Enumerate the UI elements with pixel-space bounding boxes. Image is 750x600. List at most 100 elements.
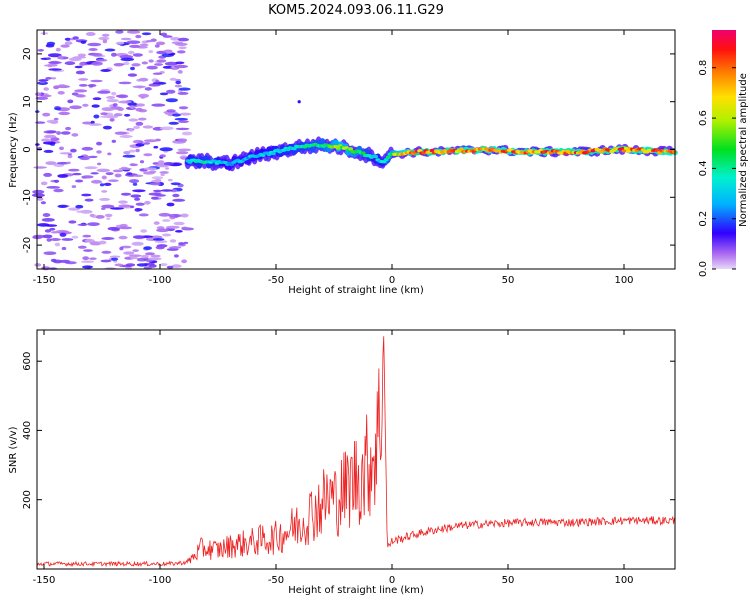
noise-blob xyxy=(132,53,143,57)
noise-blob xyxy=(102,125,112,130)
noise-blob xyxy=(60,44,70,48)
noise-blob xyxy=(142,171,155,175)
noise-blob xyxy=(129,256,139,260)
signal-core xyxy=(626,149,631,153)
noise-blob xyxy=(133,125,141,129)
noise-blob xyxy=(65,161,71,164)
noise-blob xyxy=(88,155,98,159)
noise-blob xyxy=(135,143,145,147)
noise-blob xyxy=(49,238,61,241)
noise-blob xyxy=(163,162,174,166)
noise-blob xyxy=(159,147,173,152)
noise-blob xyxy=(168,213,182,218)
noise-blob xyxy=(114,173,122,178)
x-tick-label: 0 xyxy=(389,275,395,286)
signal-body xyxy=(310,145,316,153)
noise-blob xyxy=(145,252,155,256)
noise-blob xyxy=(177,70,183,74)
noise-blob xyxy=(85,32,96,36)
noise-blob xyxy=(174,84,182,88)
noise-blob xyxy=(101,33,110,37)
signal-core xyxy=(671,150,677,154)
noise-blob xyxy=(170,182,181,186)
noise-blob xyxy=(96,141,103,146)
noise-blob xyxy=(37,49,44,52)
x-tick-label: -150 xyxy=(33,275,56,286)
noise-blob xyxy=(81,260,95,264)
noise-blob xyxy=(100,69,111,72)
noise-blob xyxy=(110,207,124,210)
noise-blob xyxy=(135,148,140,153)
noise-blob xyxy=(118,204,132,208)
noise-blob xyxy=(160,126,174,131)
noise-blob xyxy=(53,259,63,264)
noise-blob xyxy=(176,64,184,69)
noise-blob xyxy=(71,235,79,239)
y-tick-label: 10 xyxy=(22,95,33,108)
noise-blob xyxy=(68,207,80,211)
noise-blob xyxy=(41,266,51,271)
noise-blob xyxy=(127,102,137,106)
noise-blob xyxy=(161,219,171,222)
noise-blob xyxy=(172,198,186,202)
noise-blob xyxy=(82,256,90,261)
noise-blob xyxy=(105,172,114,176)
noise-blob xyxy=(174,117,188,121)
snr-series-line xyxy=(36,336,675,568)
noise-blob xyxy=(81,193,92,197)
noise-blob xyxy=(78,78,89,81)
noise-blob xyxy=(139,43,149,47)
noise-blob xyxy=(169,239,177,243)
noise-blob xyxy=(143,246,152,251)
noise-blob xyxy=(81,175,94,179)
noise-blob xyxy=(111,139,117,143)
noise-blob xyxy=(41,94,52,98)
noise-blob xyxy=(120,57,135,62)
noise-blob xyxy=(38,79,49,82)
noise-blob xyxy=(146,65,158,70)
noise-blob xyxy=(101,190,108,193)
noise-blob xyxy=(41,218,55,222)
noise-blob xyxy=(107,152,112,156)
signal-core xyxy=(271,152,276,156)
noise-blob xyxy=(71,133,79,137)
noise-blob xyxy=(151,196,159,200)
noise-blob xyxy=(37,223,50,227)
noise-blob xyxy=(129,179,140,184)
noise-blob xyxy=(40,181,48,186)
noise-blob xyxy=(115,30,124,34)
noise-blob xyxy=(179,112,192,116)
noise-blob xyxy=(172,193,180,198)
y-tick-label: 0 xyxy=(22,146,33,152)
noise-blob xyxy=(113,113,123,117)
noise-blob xyxy=(157,160,165,165)
noise-blob xyxy=(141,32,152,36)
noise-blob xyxy=(164,61,178,66)
noise-blob xyxy=(99,197,111,201)
noise-blob xyxy=(59,232,67,237)
snr-panel: -150 -100 -50 0 50 100 200 400 600 Height of st… xyxy=(8,329,676,596)
colorbar-tick-label: 0.4 xyxy=(698,160,709,176)
noise-blob xyxy=(75,94,85,98)
noise-blob xyxy=(119,223,128,228)
noise-blob xyxy=(69,105,82,110)
noise-blob xyxy=(175,80,182,85)
colorbar-ticks: 0.0 0.2 0.4 0.6 0.8 xyxy=(698,60,736,277)
noise-blob xyxy=(76,210,90,213)
noise-blob xyxy=(102,39,108,44)
noise-blob xyxy=(143,142,151,145)
y-tick-label: 200 xyxy=(22,490,33,509)
noise-blob xyxy=(48,53,62,58)
chart-title: KOM5.2024.093.06.11.G29 xyxy=(268,3,444,18)
noise-blob xyxy=(70,148,77,153)
noise-blob xyxy=(178,87,191,91)
signal-body xyxy=(319,138,326,145)
noise-blob xyxy=(177,138,188,142)
noise-blob xyxy=(181,259,188,264)
noise-blob xyxy=(151,103,166,107)
noise-blob xyxy=(166,89,176,94)
spectrogram-x-ticks: -150 -100 -50 0 50 100 xyxy=(33,30,634,286)
snr-y-label: SNR (v/v) xyxy=(8,426,19,473)
noise-blob xyxy=(53,117,59,121)
noise-blob xyxy=(79,156,90,161)
